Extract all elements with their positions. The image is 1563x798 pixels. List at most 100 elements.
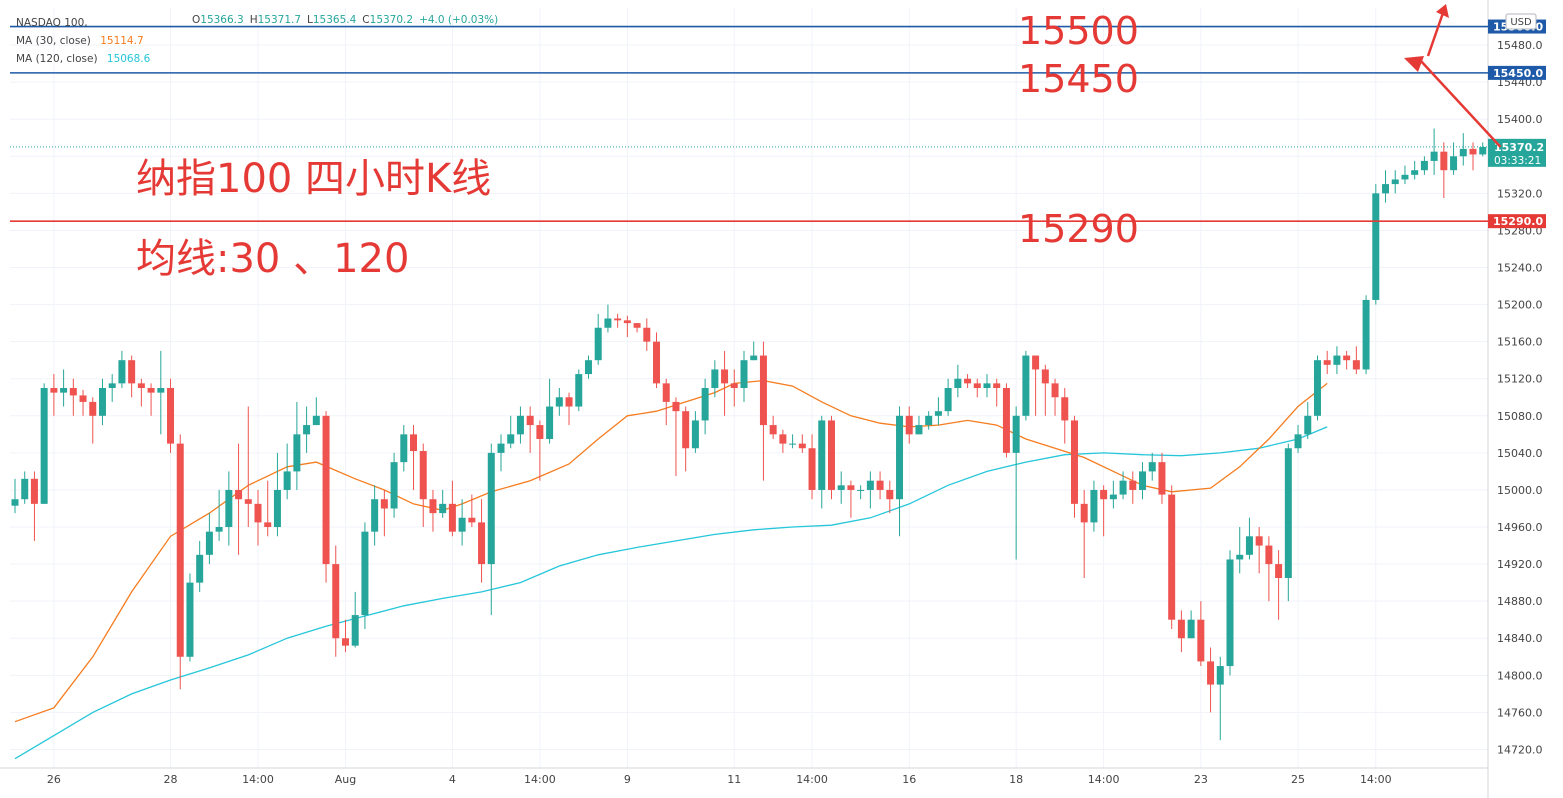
candle-body (575, 374, 583, 407)
price-tick-label: 15480.0 (1497, 39, 1543, 52)
time-tick-label: 4 (449, 773, 456, 786)
symbol-row: NASDAQ 100, (16, 14, 150, 32)
candle-body (205, 531, 213, 555)
candle-body (1090, 489, 1098, 523)
candle-body (1420, 160, 1428, 171)
candle-body (691, 420, 699, 449)
level-axis-tag (1488, 65, 1546, 80)
candle-body (478, 522, 486, 565)
time-tick-label: 14:00 (1360, 773, 1392, 786)
ma120-line (14, 426, 1328, 760)
candle-body (312, 415, 320, 426)
price-tick-label: 14880.0 (1497, 595, 1543, 608)
candle-body (1051, 383, 1059, 398)
candle-body (1129, 480, 1137, 490)
candle-body (896, 415, 904, 500)
price-tick-label: 14920.0 (1497, 558, 1543, 571)
indicator-legend: NASDAQ 100, MA (30, close) 15114.7 MA (1… (16, 14, 150, 68)
candle-body (468, 517, 476, 523)
candle-body (1022, 355, 1030, 416)
candle-body (1139, 471, 1147, 490)
candle-body (711, 369, 719, 388)
price-tick-label: 15120.0 (1497, 373, 1543, 386)
time-tick-label: 18 (1009, 773, 1023, 786)
candle-body (1216, 666, 1224, 685)
candle-body (1002, 388, 1010, 453)
candle-body (98, 388, 106, 416)
time-tick-label: 9 (624, 773, 631, 786)
candle-body (1187, 619, 1195, 639)
candle-body (964, 378, 972, 384)
level-label-15290: 15290 (1018, 207, 1139, 251)
candle-body (1255, 536, 1263, 546)
candle-body (283, 471, 291, 490)
time-tick-label: 11 (727, 773, 741, 786)
candle-body (1012, 415, 1020, 453)
candle-body (604, 318, 612, 328)
candle-body (50, 388, 58, 393)
price-tick-label: 15080.0 (1497, 410, 1543, 423)
candle-body (1372, 193, 1380, 300)
candle-body (555, 397, 563, 407)
ma120-row[interactable]: MA (120, close) 15068.6 (16, 50, 150, 68)
candle-body (1236, 554, 1244, 560)
candle-body (264, 522, 272, 528)
candle-body (866, 480, 874, 490)
candle-body (30, 478, 38, 504)
close-value: 15370.2 (369, 14, 414, 26)
candle-body (1168, 494, 1176, 620)
candle-body (1450, 156, 1458, 171)
candle-body (1382, 184, 1390, 194)
candle-body (1469, 148, 1477, 155)
candle-body (1459, 148, 1467, 157)
candle-body (1479, 147, 1487, 155)
candle-body (701, 388, 709, 421)
candle-body (954, 378, 962, 388)
level-axis-tag (1488, 214, 1546, 229)
time-tick-label: Aug (335, 773, 356, 786)
candle-body (79, 395, 87, 402)
candle-body (439, 503, 447, 514)
candle-body (487, 452, 495, 565)
candle-body (410, 434, 418, 452)
candle-body (759, 355, 767, 426)
candle-body (653, 341, 661, 384)
level-label-15450: 15450 (1018, 57, 1139, 101)
time-tick-label: 14:00 (242, 773, 274, 786)
candle-body (643, 327, 651, 342)
countdown-label: 03:33:21 (1494, 155, 1541, 167)
price-tick-label: 14960.0 (1497, 521, 1543, 534)
candle-body (108, 383, 116, 388)
candle-body (448, 503, 456, 532)
candle-body (11, 499, 19, 506)
candle-body (1411, 170, 1419, 175)
candle-body (798, 443, 806, 449)
candle-body (341, 638, 349, 646)
candle-body (662, 383, 670, 402)
price-tick-label: 15240.0 (1497, 262, 1543, 275)
ma120-value: 15068.6 (106, 53, 151, 65)
candle-body (1070, 420, 1078, 504)
annotation-title: 纳指100 四小时K线 (136, 156, 492, 202)
candle-body (497, 443, 505, 453)
high-value: 15371.7 (257, 14, 302, 26)
symbol-label: NASDAQ 100, (16, 17, 88, 29)
time-tick-label: 14:00 (1088, 773, 1120, 786)
candle-body (1265, 545, 1273, 565)
candle-body (351, 615, 359, 646)
level-axis-label: 15450.0 (1493, 67, 1543, 80)
candle-body (1430, 151, 1438, 161)
candle-body (516, 415, 524, 435)
candle-body (614, 318, 622, 321)
candle-body (186, 582, 194, 657)
candle-body (371, 499, 379, 532)
candle-body (1080, 503, 1088, 523)
time-tick-label: 25 (1291, 773, 1305, 786)
ma30-row[interactable]: MA (30, close) 15114.7 (16, 32, 150, 50)
candle-body (1226, 559, 1234, 667)
candle-body (1401, 174, 1409, 180)
candle-body (244, 499, 252, 504)
candle-body (526, 415, 534, 426)
candle-body (546, 406, 554, 439)
